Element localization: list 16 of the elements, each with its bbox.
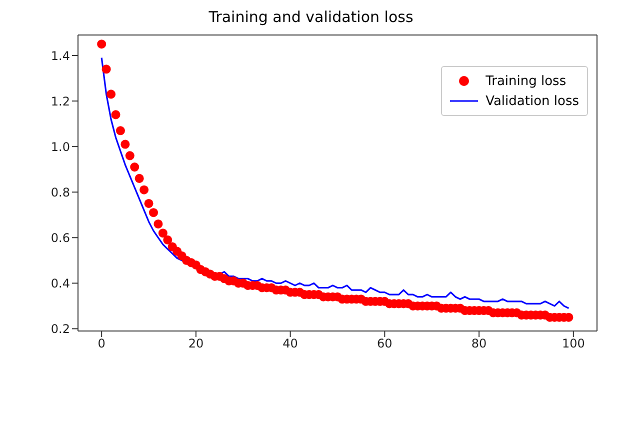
x-tick-label: 0 — [98, 336, 106, 351]
y-tick-label: 0.2 — [50, 322, 70, 336]
x-tick-label: 80 — [471, 336, 487, 351]
y-tick-label: 1.4 — [50, 48, 70, 63]
x-tick-label: 60 — [377, 336, 392, 351]
y-tick-label: 0.4 — [50, 276, 70, 290]
y-tick-label: 0.8 — [50, 185, 70, 200]
legend-label: Validation loss — [486, 94, 579, 108]
y-tick-label: 1.2 — [50, 94, 70, 108]
chart-title: Training and validation loss — [208, 8, 414, 28]
x-tick-label: 40 — [282, 336, 298, 351]
x-tick-label: 100 — [562, 336, 585, 351]
legend-label: Training loss — [486, 74, 566, 88]
x-tick-label: 20 — [188, 336, 204, 351]
y-tick-label: 0.6 — [50, 230, 70, 245]
y-tick-label: 1.0 — [50, 140, 70, 154]
